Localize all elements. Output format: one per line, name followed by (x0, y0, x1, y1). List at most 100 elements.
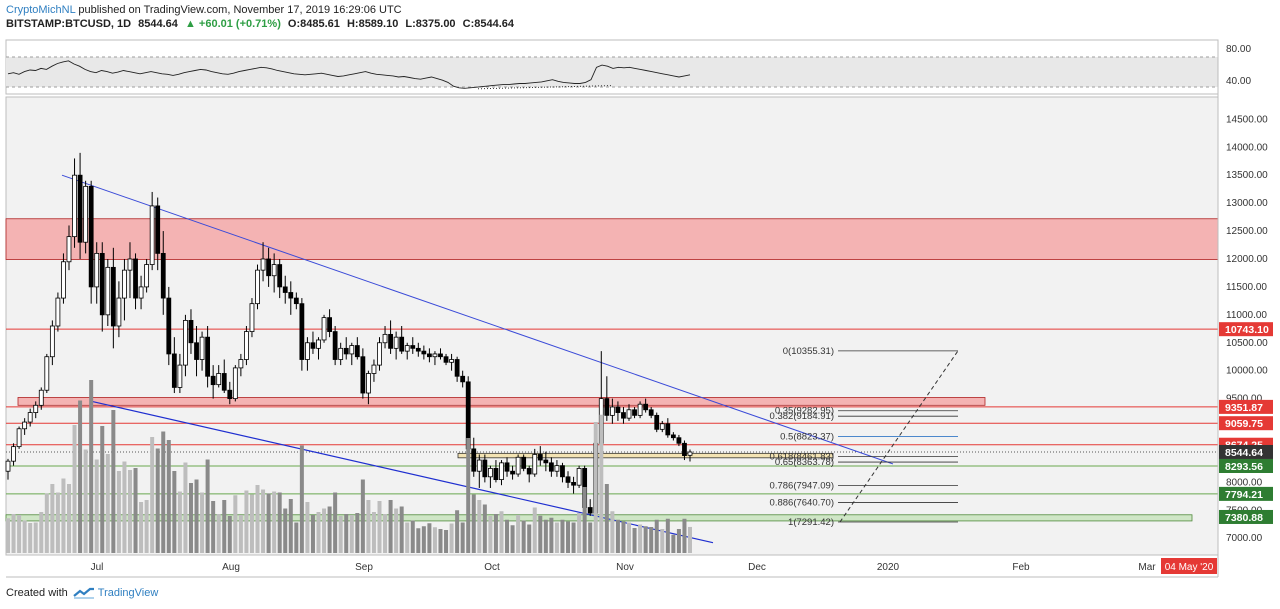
volume-bar (100, 426, 105, 553)
created-with-label: Created with (6, 587, 68, 599)
volume-bar (394, 508, 399, 553)
price-zone (457, 452, 834, 459)
volume-bar (44, 493, 49, 553)
price-badge-label: 10743.10 (1225, 324, 1269, 336)
high-value: H:8589.10 (346, 18, 399, 30)
candle-body (321, 317, 327, 341)
volume-bar (477, 500, 482, 553)
candle-body (659, 423, 665, 430)
volume-bar (261, 489, 266, 553)
x-tick-label: Jul (91, 562, 104, 573)
candle-body (338, 347, 344, 360)
candle-body (537, 454, 543, 461)
candle-body (216, 373, 222, 386)
y-tick-label: 13500.00 (1226, 170, 1268, 181)
x-tick-label: 2020 (877, 562, 900, 573)
symbol-info: BITSTAMP:BTCUSD, 1D 8544.64 ▲ +60.01 (+0… (6, 18, 518, 30)
volume-bar (55, 492, 60, 553)
volume-bar (111, 410, 116, 553)
volume-bar (488, 516, 493, 553)
candle-body (199, 336, 205, 360)
y-tick-label: 7000.00 (1226, 533, 1263, 544)
candle-body (110, 266, 116, 327)
candle-body (282, 286, 288, 293)
symbol: BITSTAMP:BTCUSD, 1D (6, 18, 132, 30)
candle-body (438, 353, 443, 358)
volume-bar (615, 519, 620, 553)
volume-bar (416, 528, 421, 553)
volume-bar (510, 525, 515, 553)
fib-level-label: 0(10355.31) (783, 346, 834, 357)
candle-body (665, 423, 671, 436)
volume-bar (177, 491, 182, 553)
volume-bar (344, 514, 349, 553)
candle-body (149, 205, 155, 265)
candle-body (127, 258, 133, 271)
volume-bar (72, 425, 77, 553)
candle-body (654, 414, 660, 430)
fib-level-label: 0.35(9282.95) (775, 406, 834, 417)
candle-body (560, 465, 565, 478)
volume-bar (39, 512, 44, 553)
volume-bar (355, 513, 360, 553)
candle-body (432, 353, 438, 358)
volume-bar (166, 440, 171, 553)
author-name[interactable]: CryptoMichNL (6, 4, 76, 16)
candle-body (687, 451, 693, 456)
candle-body (260, 258, 266, 271)
candle-body (72, 174, 77, 238)
price-badge (1219, 444, 1273, 459)
volume-bar (643, 526, 648, 553)
volume-bar (604, 484, 609, 553)
candle-body (449, 359, 454, 363)
candle-body (293, 297, 299, 305)
volume-bar (654, 519, 659, 553)
candle-body (305, 342, 310, 360)
candle-body (676, 437, 682, 444)
volume-bar (17, 515, 22, 553)
candle-body (460, 375, 466, 383)
candle-body (5, 460, 11, 472)
volume-bar (338, 516, 343, 553)
volume-bar (377, 501, 382, 553)
volume-bar (688, 526, 692, 553)
x-tick-label: Nov (616, 562, 634, 573)
candle-body (116, 297, 122, 327)
candle-body (382, 333, 388, 344)
volume-bar (571, 522, 576, 553)
price-badge (1219, 416, 1273, 431)
candle-body (609, 406, 615, 416)
volume-bar (233, 495, 238, 553)
tradingview-brand[interactable]: TradingView (97, 587, 159, 599)
x-tick-label: Oct (484, 562, 500, 573)
candle-body (227, 389, 233, 400)
candle-body (443, 356, 449, 363)
publish-text: published on TradingView.com, November 1… (78, 4, 402, 16)
price-badge (1219, 458, 1273, 473)
volume-bar (560, 519, 565, 553)
price-change: ▲ +60.01 (+0.71%) (184, 18, 281, 30)
candle-body (587, 507, 593, 514)
candle-body (66, 236, 72, 263)
volume-bar (316, 512, 321, 553)
volume-bar (366, 500, 371, 553)
volume-bar (299, 445, 304, 553)
price-badge (1219, 322, 1273, 337)
volume-bar (205, 459, 210, 553)
volume-bar (305, 502, 310, 553)
candle-body (327, 317, 332, 332)
candle-body (399, 336, 405, 352)
volume-bar (277, 492, 282, 553)
y-tick-label: 12000.00 (1226, 254, 1268, 265)
candle-body (565, 476, 571, 483)
candle-body (571, 481, 576, 486)
volume-bar (6, 518, 10, 553)
volume-bar (288, 499, 293, 553)
volume-bar (78, 400, 83, 553)
rsi-divergence-line (477, 85, 613, 90)
volume-bar (244, 490, 249, 553)
volume-bar (660, 529, 665, 553)
price-badge (1219, 486, 1273, 501)
volume-bar (294, 522, 299, 553)
